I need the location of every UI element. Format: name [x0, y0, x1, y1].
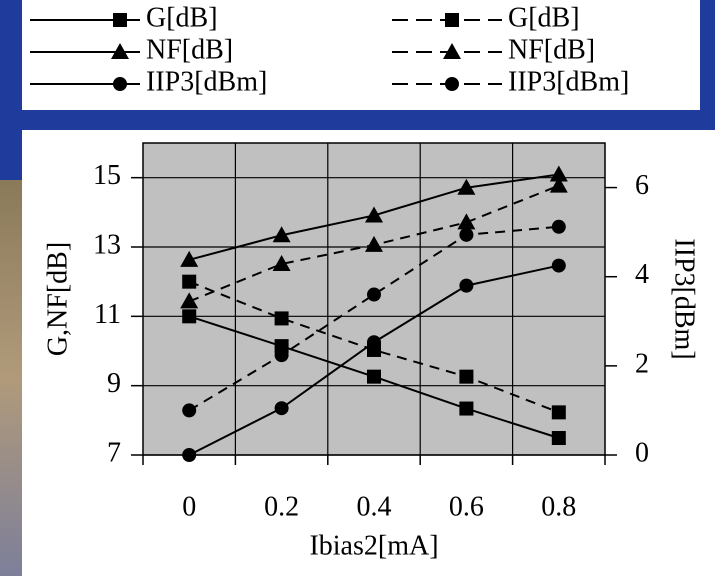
marker-triangle: [365, 206, 383, 223]
marker-triangle: [457, 213, 476, 230]
y-tick-label: 13: [93, 229, 121, 260]
x-tick-label: 0.6: [449, 491, 484, 522]
y2-tick-label: 0: [635, 437, 649, 468]
x-axis-title: Ibias2[mA]: [309, 530, 438, 561]
legend-label: G[dB]: [146, 2, 218, 33]
marker-triangle: [180, 292, 199, 309]
y-tick-label: 7: [107, 437, 121, 468]
x-tick-label: 0.4: [357, 491, 392, 522]
marker-triangle: [111, 43, 129, 59]
marker-circle: [459, 278, 474, 293]
legend-box: [22, 0, 700, 110]
marker-square: [459, 401, 474, 416]
marker-circle: [274, 348, 289, 363]
plot-border: [142, 142, 606, 456]
marker-square: [459, 369, 474, 384]
y2-tick-label: 6: [635, 170, 649, 201]
x-tick-label: 0.8: [541, 491, 576, 522]
y-tick-label: 9: [107, 368, 121, 399]
y2-tick-label: 4: [635, 259, 649, 290]
marker-triangle: [549, 165, 568, 182]
marker-circle: [182, 448, 197, 462]
legend-label: IIP3[dBm]: [146, 66, 267, 97]
marker-circle: [551, 219, 566, 234]
marker-circle: [182, 403, 197, 418]
marker-triangle: [549, 176, 568, 193]
marker-triangle: [443, 43, 461, 59]
marker-triangle: [272, 254, 291, 271]
marker-triangle: [180, 250, 199, 267]
x-tick-label: 0: [182, 491, 196, 522]
y2-tick-label: 2: [635, 348, 649, 379]
background-image: [0, 180, 22, 576]
series-line: [188, 225, 559, 412]
y2-axis-title: IIP3[dBm]: [669, 238, 700, 359]
marker-triangle: [365, 235, 383, 252]
legend-label: NF[dB]: [146, 34, 233, 65]
marker-circle: [367, 287, 381, 302]
marker-circle: [113, 77, 127, 91]
marker-circle: [551, 258, 566, 273]
marker-square: [113, 13, 127, 27]
marker-square: [182, 274, 197, 289]
marker-triangle: [272, 226, 291, 243]
marker-square: [367, 342, 381, 357]
marker-circle: [459, 227, 474, 242]
marker-square: [274, 311, 289, 326]
y-axis-title: G,NF[dB]: [42, 242, 73, 356]
marker-circle: [445, 77, 459, 91]
legend-label: IIP3[dBm]: [508, 66, 629, 97]
marker-square: [551, 405, 566, 420]
legend-label: G[dB]: [508, 2, 580, 33]
marker-square: [182, 309, 197, 324]
marker-square: [445, 13, 459, 27]
marker-square: [551, 431, 566, 446]
x-tick-label: 0.2: [264, 491, 299, 522]
marker-square: [367, 369, 381, 384]
y-tick-label: 11: [94, 299, 121, 330]
marker-circle: [274, 401, 289, 416]
series-line: [188, 280, 560, 414]
marker-triangle: [457, 178, 476, 195]
legend-label: NF[dB]: [508, 34, 595, 65]
y-tick-label: 15: [93, 160, 121, 191]
